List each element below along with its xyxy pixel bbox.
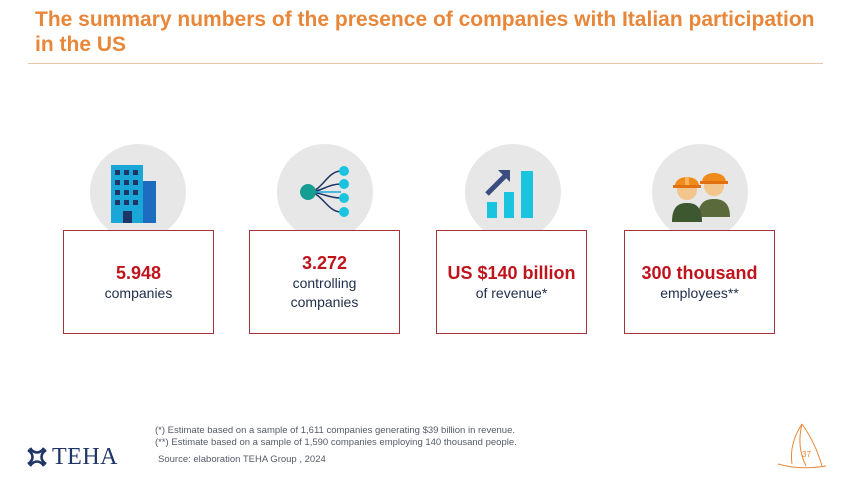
stat-card-employees: 300 thousand employees** — [624, 230, 775, 334]
office-building-icon — [90, 144, 186, 240]
stat-value: 300 thousand — [641, 262, 758, 283]
source-note: Source: elaboration TEHA Group , 2024 — [158, 454, 326, 465]
stat-label: of revenue* — [475, 284, 548, 301]
teha-logo-mark-icon — [27, 447, 47, 467]
page-number: 37 — [802, 450, 811, 459]
sail-decoration-icon — [777, 423, 827, 469]
stat-card-controlling-companies: 3.272 controlling companies — [249, 230, 400, 334]
footnote-revenue: (*) Estimate based on a sample of 1,611 … — [155, 425, 515, 436]
logo-text: TEHA — [52, 444, 118, 470]
network-nodes-icon — [277, 144, 373, 240]
teha-logo: TEHA — [25, 443, 118, 471]
stat-label: companies — [104, 284, 173, 301]
title-divider — [28, 63, 823, 64]
stat-card-revenue: US $140 billion of revenue* — [436, 230, 587, 334]
workers-hardhat-icon — [652, 144, 748, 240]
stat-label: controlling companies — [290, 275, 359, 310]
footnote-employees: (**) Estimate based on a sample of 1,590… — [155, 437, 517, 448]
stat-value: US $140 billion — [447, 262, 576, 283]
stat-value: 3.272 — [301, 253, 348, 273]
growth-bar-chart-icon — [465, 144, 561, 240]
stat-card-companies: 5.948 companies — [63, 230, 214, 334]
page-title: The summary numbers of the presence of c… — [35, 8, 815, 56]
stat-label: employees** — [660, 284, 739, 301]
stat-value: 5.948 — [115, 262, 162, 283]
